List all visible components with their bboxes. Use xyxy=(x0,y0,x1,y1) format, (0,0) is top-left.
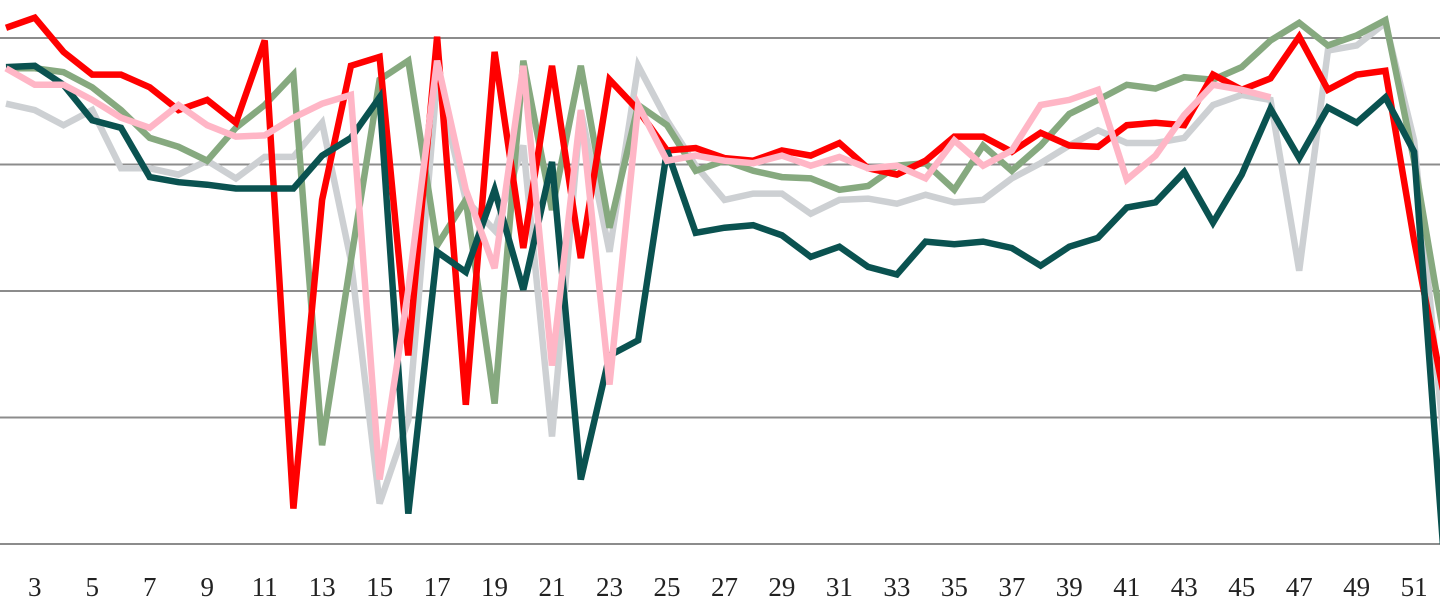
x-tick-label: 23 xyxy=(596,572,623,602)
x-tick-label: 9 xyxy=(200,572,214,602)
x-tick-label: 11 xyxy=(252,572,278,602)
series-line xyxy=(5,17,1440,505)
series-line xyxy=(4,13,1440,509)
series-line xyxy=(5,62,1440,545)
x-tick-label: 33 xyxy=(883,572,910,602)
x-tick-label: 17 xyxy=(424,572,451,602)
x-tick-label: 39 xyxy=(1056,572,1083,602)
x-tick-label: 37 xyxy=(998,572,1025,602)
x-tick-label: 49 xyxy=(1343,572,1370,602)
grid xyxy=(0,36,1440,545)
x-tick-label: 27 xyxy=(711,572,738,602)
x-tick-label: 3 xyxy=(28,572,42,602)
x-tick-label: 21 xyxy=(539,572,566,602)
x-tick-label: 25 xyxy=(653,572,680,602)
x-tick-label: 45 xyxy=(1228,572,1255,602)
x-tick-label: 41 xyxy=(1113,572,1140,602)
x-tick-label: 51 xyxy=(1401,572,1428,602)
x-tick-label: 13 xyxy=(309,572,336,602)
x-tick-label: 15 xyxy=(366,572,393,602)
x-tick-label: 35 xyxy=(941,572,968,602)
lines xyxy=(4,13,1440,545)
x-tick-label: 47 xyxy=(1286,572,1313,602)
x-tick-label: 7 xyxy=(143,572,157,602)
x-tick-label: 19 xyxy=(481,572,508,602)
x-tick-label: 43 xyxy=(1171,572,1198,602)
x-tick-label: 31 xyxy=(826,572,853,602)
series-line xyxy=(4,59,1272,480)
x-tick-label: 5 xyxy=(85,572,99,602)
x-tick-label: 29 xyxy=(768,572,795,602)
x-axis: 3 5 7 9 11 13 15 17 19 21 23 25 27 29 31 33 35 37 39 41 43 45… xyxy=(28,572,1428,602)
